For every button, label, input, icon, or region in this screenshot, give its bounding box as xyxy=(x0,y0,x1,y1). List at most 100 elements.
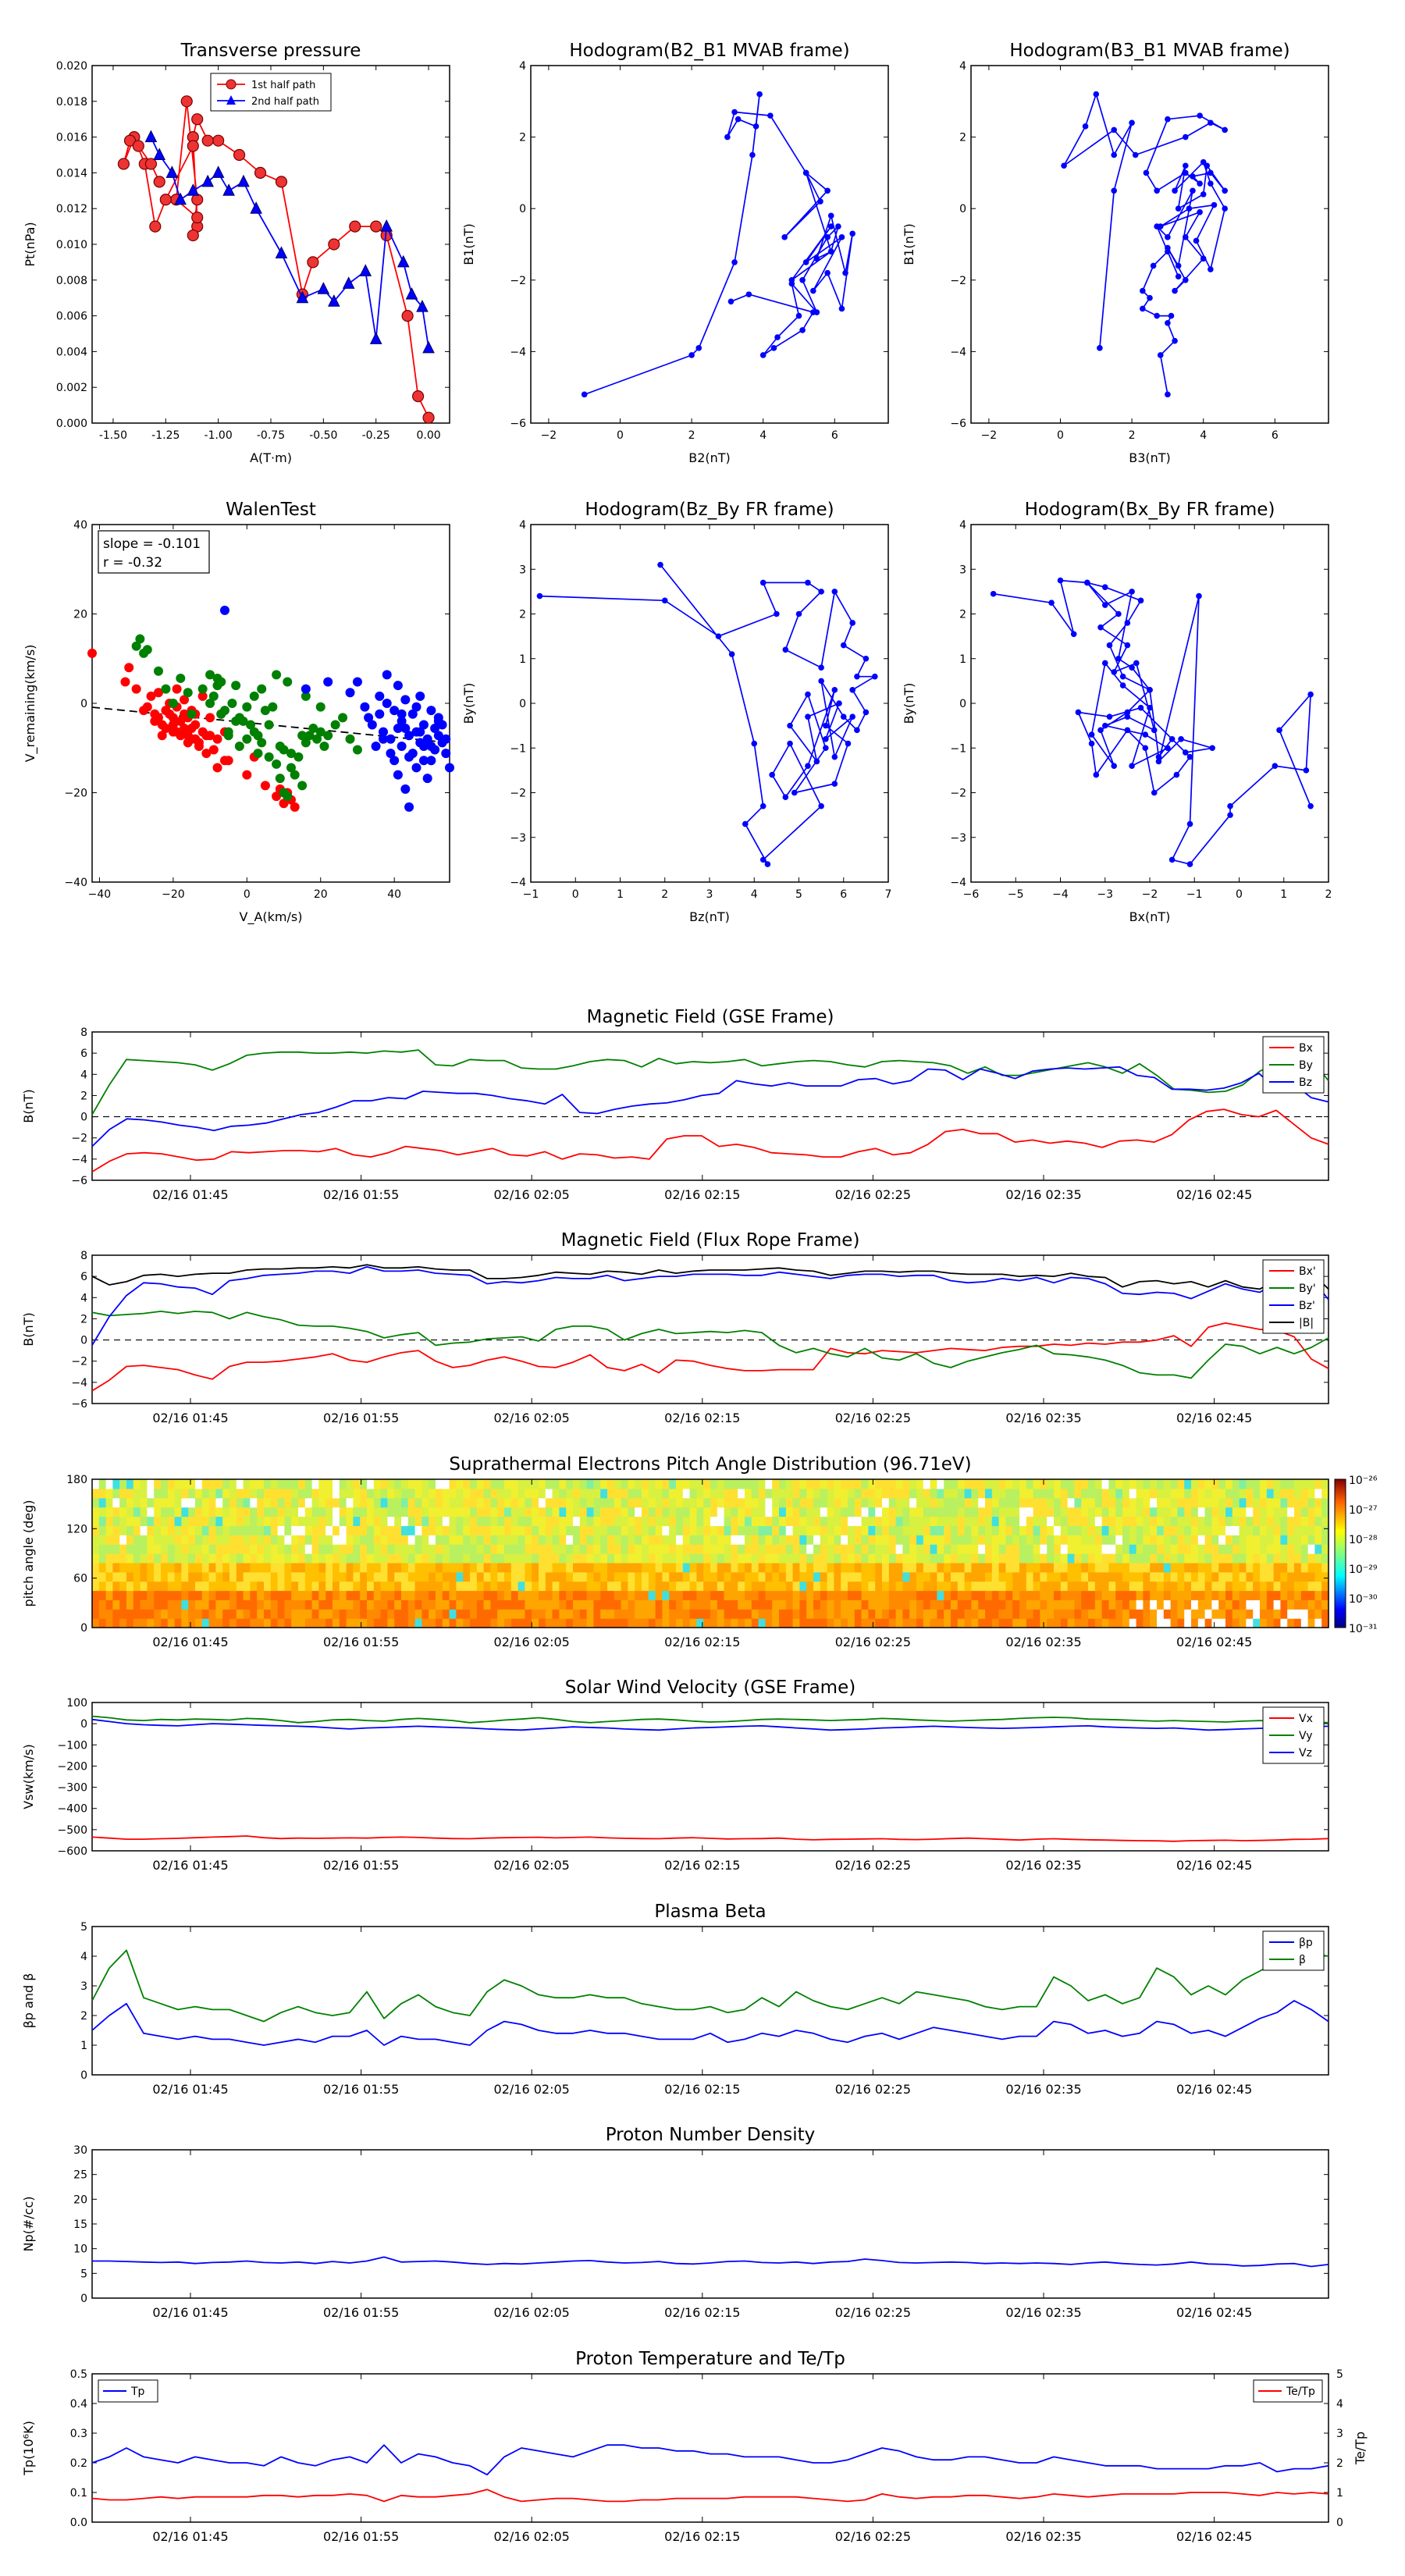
pad-heatmap-cell xyxy=(188,1618,196,1628)
pad-heatmap-cell xyxy=(593,1544,601,1554)
pad-heatmap-cell xyxy=(703,1562,711,1573)
hodo_bxby-point xyxy=(1106,713,1113,720)
pad-heatmap-cell xyxy=(346,1525,354,1535)
pad-heatmap-cell xyxy=(1177,1609,1185,1619)
pad-heatmap-cell xyxy=(1314,1599,1322,1610)
pad-heatmap-cell xyxy=(785,1507,794,1517)
pad-heatmap-cell xyxy=(257,1618,265,1628)
pad-heatmap-cell xyxy=(201,1507,210,1517)
pad-heatmap-cell xyxy=(813,1553,821,1564)
beta-ylabel: βp and β xyxy=(21,1973,36,2029)
pad-heatmap-cell xyxy=(1300,1562,1309,1573)
pad-heatmap-cell xyxy=(1115,1590,1123,1600)
pad-heatmap-cell xyxy=(1300,1581,1309,1592)
pad-heatmap-cell xyxy=(724,1525,731,1535)
pad-heatmap-cell xyxy=(518,1553,525,1564)
pad-heatmap-cell xyxy=(119,1590,127,1600)
pad-heatmap-cell xyxy=(792,1562,800,1573)
pad-heatmap-cell xyxy=(126,1562,134,1573)
pad-heatmap-cell xyxy=(779,1535,787,1545)
pad-heatmap-cell xyxy=(689,1562,697,1573)
pad-heatmap-cell xyxy=(717,1553,725,1564)
pad-heatmap-cell xyxy=(277,1599,285,1610)
pad-heatmap-cell xyxy=(1314,1535,1322,1545)
pad-heatmap-cell xyxy=(751,1618,759,1628)
pad-heatmap-cell xyxy=(964,1581,972,1592)
pad-heatmap-cell xyxy=(1047,1507,1055,1517)
pad-heatmap-cell xyxy=(181,1535,189,1545)
pad-heatmap-cell xyxy=(703,1544,711,1554)
pad-heatmap-cell xyxy=(676,1479,684,1489)
pad-heatmap-cell xyxy=(854,1618,863,1628)
pad-heatmap-cell xyxy=(916,1553,924,1564)
pad-heatmap-cell xyxy=(586,1581,594,1592)
pad-heatmap-cell xyxy=(1157,1571,1165,1582)
pad-heatmap-cell xyxy=(1232,1516,1240,1526)
pad-time-tick-label: 02/16 02:35 xyxy=(1005,1635,1081,1649)
pad-heatmap-cell xyxy=(1067,1599,1075,1610)
pad-heatmap-cell xyxy=(1239,1609,1247,1619)
pad-heatmap-cell xyxy=(792,1525,800,1535)
pad-heatmap-cell xyxy=(1225,1488,1233,1499)
pad-heatmap-cell xyxy=(1129,1507,1137,1517)
pad-heatmap-cell xyxy=(1067,1516,1075,1526)
tp-right-tick-label: 2 xyxy=(1336,2457,1343,2470)
pad-heatmap-cell xyxy=(676,1618,684,1628)
pad-heatmap-cell xyxy=(861,1553,869,1564)
pad-heatmap-cell xyxy=(1101,1544,1109,1554)
pad-heatmap-cell xyxy=(669,1562,677,1573)
mag_fr-y-tick-label: 0 xyxy=(80,1335,87,1347)
pad-heatmap-cell xyxy=(689,1590,697,1600)
pad-heatmap-cell xyxy=(834,1525,841,1535)
pad-heatmap-cell xyxy=(621,1562,628,1573)
pad-heatmap-cell xyxy=(930,1525,937,1535)
pad-heatmap-cell xyxy=(923,1507,931,1517)
pad-heatmap-cell xyxy=(201,1599,210,1610)
pad-heatmap-cell xyxy=(971,1553,979,1564)
hodo_bzby-y-tick-label: 2 xyxy=(519,609,526,621)
pad-heatmap-cell xyxy=(525,1562,532,1573)
pad-heatmap-cell xyxy=(325,1479,333,1489)
pad-heatmap-cell xyxy=(270,1581,279,1592)
beta-legend-label: β xyxy=(1299,1954,1306,1966)
hodo_b2b1-point xyxy=(688,352,695,358)
pad-heatmap-cell xyxy=(504,1571,512,1582)
pad-heatmap-cell xyxy=(642,1535,649,1545)
pad-heatmap-cell xyxy=(1150,1553,1158,1564)
pad-heatmap-cell xyxy=(792,1488,800,1499)
pad-heatmap-cell xyxy=(456,1497,464,1508)
hodo_b3b1-point xyxy=(1222,126,1228,133)
pad-heatmap-cell xyxy=(442,1516,450,1526)
pad-heatmap-cell xyxy=(119,1618,127,1628)
pad-heatmap-cell xyxy=(1280,1618,1288,1628)
hodo_bxby-y-tick-label: −3 xyxy=(950,832,966,845)
pad-heatmap-cell xyxy=(1287,1525,1295,1535)
pad-heatmap-cell xyxy=(1197,1535,1206,1545)
pad-heatmap-cell xyxy=(628,1516,635,1526)
walen-point xyxy=(415,738,425,748)
pad-heatmap-cell xyxy=(944,1535,951,1545)
pad-heatmap-cell xyxy=(449,1497,457,1508)
pad-heatmap-cell xyxy=(1225,1544,1233,1554)
pad-heatmap-cell xyxy=(593,1599,601,1610)
hodo_b3b1-y-tick-label: −2 xyxy=(950,275,966,287)
hodo_b2b1-point xyxy=(827,223,834,229)
pad-heatmap-cell xyxy=(112,1488,120,1499)
pad-heatmap-cell xyxy=(875,1544,883,1554)
pad-heatmap-cell xyxy=(414,1581,422,1592)
transverse-marker-circle xyxy=(233,148,246,162)
walen-point xyxy=(375,709,385,719)
pad-heatmap-cell xyxy=(1033,1618,1040,1628)
pad-heatmap-cell xyxy=(820,1571,828,1582)
pad-heatmap-cell xyxy=(483,1590,491,1600)
pad-heatmap-cell xyxy=(298,1497,306,1508)
pad-heatmap-cell xyxy=(1150,1618,1158,1628)
pad-heatmap-cell xyxy=(147,1609,155,1619)
pad-heatmap-cell xyxy=(848,1571,855,1582)
pad-heatmap-cell xyxy=(1321,1581,1329,1592)
transverse-marker-triangle xyxy=(359,264,372,276)
hodo_b2b1-point xyxy=(731,109,738,116)
pad-heatmap-cell xyxy=(848,1581,855,1592)
pad-heatmap-cell xyxy=(476,1479,485,1489)
pad-heatmap-cell xyxy=(436,1618,443,1628)
